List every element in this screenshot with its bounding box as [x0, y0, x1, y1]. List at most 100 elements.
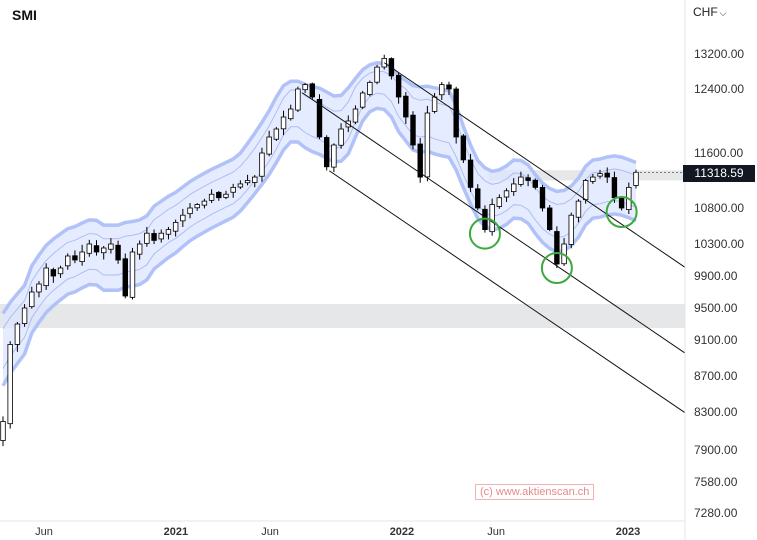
candle-body: [266, 136, 272, 155]
x-tick-label: Jun: [261, 526, 279, 538]
y-tick-label: 7280.00: [694, 506, 738, 520]
y-tick-label: 11600.00: [694, 146, 743, 160]
candle-body: [108, 243, 114, 250]
candle-body: [395, 75, 402, 98]
candle-body: [604, 172, 610, 178]
candle-body: [151, 233, 157, 241]
candle-body: [323, 137, 330, 168]
y-tick-label: 10800.00: [694, 201, 744, 215]
candle-body: [295, 88, 301, 111]
y-tick-label: 9500.00: [694, 301, 738, 315]
highlight-circle: [540, 252, 573, 284]
candle-body: [331, 144, 337, 168]
candle-body: [79, 251, 85, 262]
y-tick-label: 10300.00: [694, 237, 744, 251]
candle-body: [259, 152, 265, 177]
candle-body: [187, 207, 193, 215]
candle-body: [582, 180, 589, 201]
x-tick-label: 2023: [616, 526, 640, 538]
candle-body: [496, 197, 503, 207]
candle-body: [158, 232, 164, 240]
candle-body: [57, 267, 64, 275]
highlight-circle: [605, 196, 638, 228]
currency-dropdown[interactable]: CHF ⌵: [693, 5, 727, 19]
candle-body: [252, 176, 258, 183]
candle-body: [410, 114, 416, 146]
candle-body: [201, 200, 208, 206]
x-tick-label: 2022: [390, 526, 414, 538]
candle-body: [93, 245, 100, 253]
candle-body: [309, 83, 316, 98]
candle-body: [525, 177, 531, 181]
candle-body: [129, 251, 136, 298]
candle-body: [575, 200, 582, 218]
x-tick-label: Jun: [487, 526, 505, 538]
candle-body: [302, 84, 308, 91]
candle-body: [14, 323, 21, 345]
candle-body: [489, 204, 495, 233]
candle-body: [618, 197, 625, 209]
candle-body: [43, 267, 49, 287]
candle-body: [65, 255, 71, 267]
candle-body: [230, 186, 236, 193]
y-tick-label: 7580.00: [694, 475, 738, 489]
candle-body: [172, 221, 179, 232]
candle-body: [417, 143, 423, 178]
y-tick-label: 9900.00: [694, 269, 738, 283]
candle-body: [590, 176, 596, 182]
band-inner-lower: [2, 92, 637, 369]
candle-body: [597, 173, 603, 177]
candle-body: [546, 207, 553, 231]
candle-body: [568, 214, 574, 245]
candle-body: [7, 344, 13, 425]
support-zone: [0, 304, 685, 328]
candle-body: [424, 112, 431, 178]
band-upper-line: [1, 61, 637, 315]
candle-body: [180, 214, 186, 222]
candle-body: [352, 108, 359, 123]
candle-body: [21, 307, 28, 324]
currency-label: CHF: [693, 5, 718, 19]
candle-body: [511, 183, 517, 193]
candle-body: [50, 269, 57, 277]
candle-body: [431, 96, 438, 112]
y-tick-label: 9100.00: [694, 333, 738, 347]
candle-body: [460, 135, 467, 161]
candle-body: [446, 84, 452, 90]
candle-body: [273, 128, 280, 140]
candle-body: [367, 82, 373, 95]
candle-body: [518, 176, 524, 185]
y-tick-label: 12400.00: [694, 82, 744, 96]
candle-body: [532, 179, 538, 188]
y-tick-label: 7900.00: [694, 443, 738, 457]
candle-body: [439, 84, 445, 96]
candle-body: [122, 258, 128, 297]
channel-upper-line: [383, 62, 686, 268]
x-axis: Jun 2021 Jun 2022 Jun 2023: [35, 526, 640, 538]
candle-body: [101, 247, 107, 254]
candle-body: [208, 193, 215, 201]
channel-lower-line: [328, 170, 686, 414]
last-price-label: 11318.59: [683, 165, 755, 182]
candle-body: [381, 57, 387, 68]
candle-body: [554, 231, 560, 265]
candle-body: [374, 66, 380, 83]
candle-body: [633, 171, 639, 186]
candle-body: [467, 159, 474, 188]
y-tick-label: 8700.00: [694, 369, 738, 383]
y-tick-label: 8300.00: [694, 405, 738, 419]
candle-body: [136, 243, 143, 255]
highlight-circles: [468, 196, 638, 284]
y-tick-label: 13200.00: [694, 47, 744, 61]
candle-body: [165, 229, 172, 235]
x-tick-label: 2021: [164, 526, 188, 538]
candle-body: [338, 128, 344, 146]
candle-body: [115, 244, 121, 261]
candle-body: [72, 255, 78, 261]
candle-body: [503, 190, 510, 198]
band-lower-line: [1, 106, 637, 387]
candle-body: [403, 95, 409, 118]
candle-body: [359, 92, 366, 108]
channel-middle-line: [301, 92, 686, 354]
